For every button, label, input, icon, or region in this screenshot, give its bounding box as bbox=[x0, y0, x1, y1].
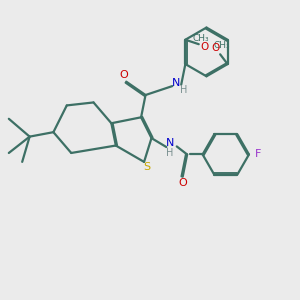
Text: O: O bbox=[178, 178, 187, 188]
Text: H: H bbox=[181, 85, 188, 95]
Text: O: O bbox=[119, 70, 128, 80]
Text: F: F bbox=[255, 149, 261, 160]
Text: S: S bbox=[143, 162, 150, 172]
Text: O: O bbox=[201, 42, 209, 52]
Text: N: N bbox=[172, 77, 180, 88]
Text: O: O bbox=[211, 43, 219, 53]
Text: CH₃: CH₃ bbox=[193, 34, 209, 43]
Text: N: N bbox=[166, 138, 174, 148]
Text: H: H bbox=[166, 148, 174, 158]
Text: CH₃: CH₃ bbox=[214, 41, 230, 50]
